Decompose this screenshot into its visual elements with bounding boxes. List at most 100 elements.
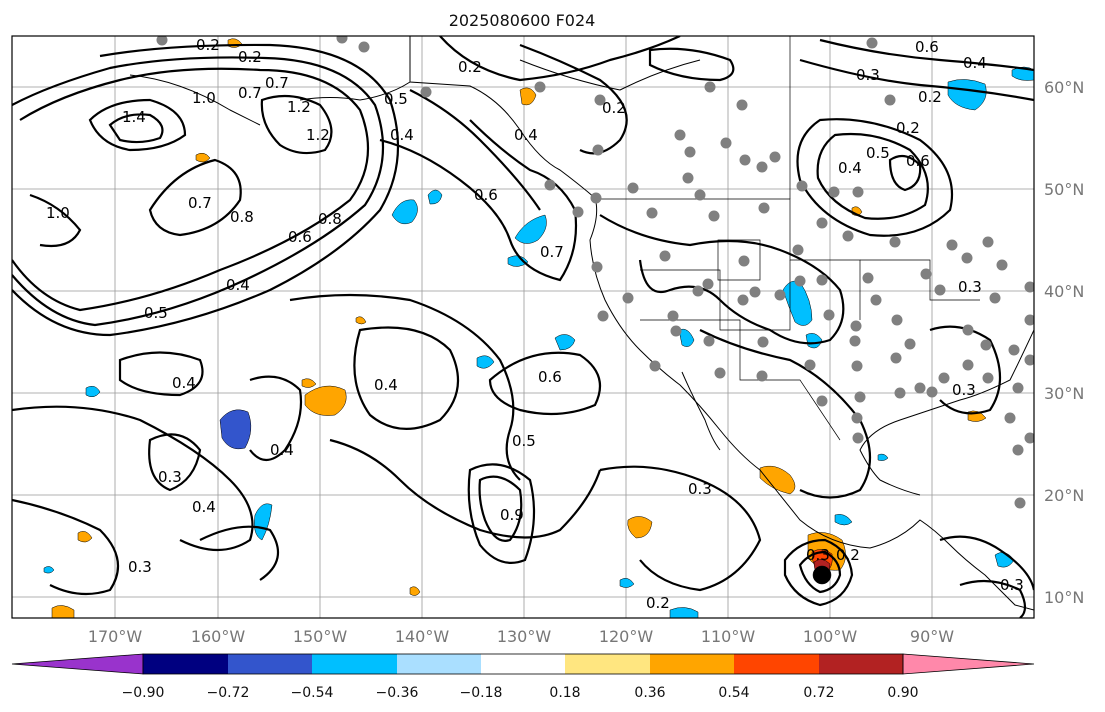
station-marker: [156, 36, 168, 46]
station-marker: [670, 325, 682, 337]
station-marker: [756, 161, 768, 173]
colorbar-segment: [397, 654, 481, 674]
lon-label: 100°W: [803, 627, 858, 646]
colorbar: [11, 653, 1035, 675]
station-marker: [851, 360, 863, 372]
station-marker: [989, 292, 1001, 304]
contour-label: 0.3: [806, 546, 830, 564]
patch-orange: [759, 465, 796, 495]
station-marker: [920, 268, 932, 280]
station-marker: [870, 294, 882, 306]
contour-closed: [478, 475, 523, 542]
colorbar-tick-label: −0.18: [460, 685, 503, 701]
contour-line: [939, 535, 1034, 591]
contour-label: 0.4: [963, 54, 987, 72]
station-marker: [1012, 382, 1024, 394]
contour-label: 0.2: [646, 594, 670, 612]
contour-label: 1.0: [192, 89, 216, 107]
contour-line: [439, 36, 681, 82]
contour-line: [12, 498, 120, 596]
colorbar-tick-label: −0.72: [207, 685, 250, 701]
contour-closed: [648, 47, 735, 82]
patch-blue: [619, 577, 635, 588]
station-marker: [962, 324, 974, 336]
contour-line: [819, 38, 1034, 72]
contour-label: 1.0: [46, 204, 70, 222]
station-marker: [646, 207, 658, 219]
station-marker: [849, 335, 861, 347]
station-marker: [852, 432, 864, 444]
patch-blue: [514, 214, 547, 244]
station-marker: [594, 94, 606, 106]
station-marker: [336, 36, 348, 44]
patch-orange: [409, 586, 421, 596]
contour-closed: [148, 433, 202, 492]
contour-label: 0.6: [538, 368, 562, 386]
station-marker: [702, 278, 714, 290]
contour-line: [599, 465, 762, 592]
station-marker: [796, 180, 808, 192]
contour-closed: [796, 118, 954, 237]
contour-label: 0.4: [374, 376, 398, 394]
station-marker: [1024, 432, 1034, 444]
contour-label: 0.3: [856, 66, 880, 84]
borders: [409, 36, 980, 441]
contour-label: 0.2: [836, 546, 860, 564]
patch-blue: [507, 255, 529, 267]
coastline-aleutians: [129, 74, 261, 126]
station-marker: [597, 310, 609, 322]
station-marker: [962, 359, 974, 371]
station-marker: [774, 289, 786, 301]
patch-blue: [678, 328, 695, 347]
station-marker: [738, 255, 750, 267]
patch-blue: [947, 79, 987, 111]
contour-line: [409, 89, 541, 211]
contour-closed: [353, 326, 460, 430]
colorbar-outline: [142, 653, 904, 675]
map-frame: [11, 35, 1035, 619]
station-marker: [904, 338, 916, 350]
station-marker: [980, 339, 992, 351]
station-marker: [890, 352, 902, 364]
colorbar-tick-label: −0.90: [122, 685, 165, 701]
colorbar-tick-label: 0.18: [549, 685, 580, 701]
contour-line: [959, 579, 1027, 618]
lat-label: 50°N: [1044, 180, 1084, 199]
colorbar-extend-low: [11, 653, 144, 675]
contour-label: 0.3: [958, 278, 982, 296]
lat-label: 40°N: [1044, 282, 1084, 301]
lon-label: 120°W: [599, 627, 654, 646]
contour-closed: [118, 351, 204, 397]
lon-label: 130°W: [497, 627, 552, 646]
border-states: [640, 260, 791, 331]
station-marker: [842, 230, 854, 242]
patch-black-core: [812, 565, 832, 585]
contour-label: 0.3: [688, 480, 712, 498]
colorbar-ticks: −0.90 −0.72 −0.54 −0.36 −0.18 0.18 0.36 …: [122, 685, 919, 701]
patch-blue: [476, 355, 495, 369]
station-marker: [591, 261, 603, 273]
station-marker: [572, 206, 584, 218]
station-marker: [914, 382, 926, 394]
station-marker: [737, 294, 749, 306]
contour-line: [29, 193, 82, 248]
contour-label: 0.7: [265, 74, 289, 92]
station-marker: [708, 210, 720, 222]
station-marker: [934, 284, 946, 296]
lon-label: 90°W: [910, 627, 954, 646]
colorbar-segment: [481, 654, 565, 674]
contour-label: 0.7: [540, 243, 564, 261]
patch-orange: [304, 385, 347, 416]
station-marker: [828, 186, 840, 198]
contour-label: 0.4: [270, 441, 294, 459]
colorbar-tick-label: 0.54: [718, 685, 749, 701]
contour-label: 0.5: [384, 90, 408, 108]
station-marker: [769, 151, 781, 163]
patch-orange: [627, 516, 653, 539]
contour-line: [12, 67, 370, 312]
contour-label: 0.7: [188, 194, 212, 212]
contour-closed: [88, 98, 187, 152]
patch-blue: [254, 503, 273, 541]
lon-label: 110°W: [701, 627, 756, 646]
